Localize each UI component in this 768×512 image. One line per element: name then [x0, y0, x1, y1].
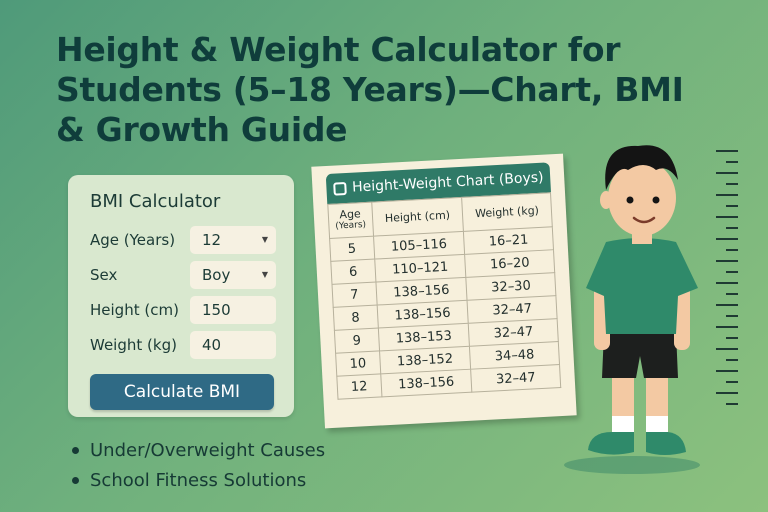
row-age: 8	[333, 305, 378, 331]
row-age: 9	[334, 328, 380, 354]
ruler-tick	[716, 370, 738, 372]
boy-illustration	[564, 145, 700, 474]
sex-select[interactable]: Boy ▼	[190, 260, 276, 289]
ruler-tick	[726, 227, 738, 229]
ruler-tick	[726, 359, 738, 361]
ruler-tick	[726, 205, 738, 207]
list-item: Under/Overweight Causes	[72, 435, 325, 465]
ruler-tick	[716, 172, 738, 174]
page-title: Height & Weight Calculator for Students …	[56, 30, 696, 150]
weight-label: Weight (kg)	[90, 335, 177, 354]
weight-value: 40	[202, 335, 222, 354]
height-input[interactable]: 150	[190, 295, 276, 324]
height-ruler-icon	[708, 150, 738, 406]
age-value: 12	[202, 230, 222, 249]
row-age: 5	[329, 236, 375, 262]
row-age: 10	[335, 350, 381, 377]
age-row: Age (Years) 12 ▼	[90, 222, 276, 257]
calculator-title: BMI Calculator	[90, 191, 221, 212]
row-age: 6	[330, 259, 376, 285]
sex-row: Sex Boy ▼	[90, 257, 276, 292]
scale-icon	[332, 181, 347, 196]
col-age-label: Age	[339, 207, 362, 222]
chart-table: Age (Years) Height (cm) Weight (kg) 5 10…	[327, 192, 561, 400]
list-item: School Fitness Solutions	[72, 465, 325, 495]
age-select[interactable]: 12 ▼	[190, 225, 276, 254]
ruler-tick	[716, 260, 738, 262]
ruler-tick	[716, 392, 738, 394]
ruler-tick	[726, 381, 738, 383]
height-value: 150	[202, 300, 231, 319]
ruler-tick	[726, 403, 738, 405]
ruler-tick	[726, 271, 738, 273]
bullet-icon	[72, 446, 79, 454]
col-height-header: Height (cm)	[371, 197, 464, 237]
bullet-icon	[72, 476, 79, 484]
ruler-tick	[716, 304, 738, 306]
row-weight: 32–47	[470, 364, 561, 393]
row-age: 12	[336, 373, 382, 400]
ruler-tick	[716, 238, 738, 240]
feature-list: Under/Overweight Causes School Fitness S…	[72, 435, 325, 495]
calculate-bmi-button[interactable]: Calculate BMI	[90, 374, 274, 410]
ruler-tick	[726, 249, 738, 251]
bullet-text: Under/Overweight Causes	[90, 439, 326, 461]
chevron-down-icon: ▼	[261, 270, 268, 279]
title-line-2: Students (5–18 Years)—Chart, BMI	[56, 70, 684, 109]
age-label: Age (Years)	[90, 230, 176, 249]
col-age-header: Age (Years)	[327, 202, 374, 239]
ruler-tick	[726, 161, 738, 163]
height-label: Height (cm)	[90, 300, 179, 319]
height-row: Height (cm) 150	[90, 292, 276, 327]
title-line-1: Height & Weight Calculator for	[56, 30, 621, 69]
ruler-tick	[726, 293, 738, 295]
height-weight-chart: Height-Weight Chart (Boys) Age (Years) H…	[311, 153, 577, 429]
ruler-tick	[716, 348, 738, 350]
ruler-tick	[726, 183, 738, 185]
bmi-calculator-card: BMI Calculator Age (Years) 12 ▼ Sex Boy …	[68, 175, 294, 417]
ruler-tick	[716, 150, 738, 152]
row-age: 7	[331, 282, 377, 308]
col-weight-header: Weight (kg)	[461, 192, 553, 232]
row-height: 138–156	[380, 369, 473, 397]
ruler-tick	[716, 326, 738, 328]
sex-label: Sex	[90, 265, 118, 284]
bullet-text: School Fitness Solutions	[90, 469, 307, 491]
chart-title: Height-Weight Chart (Boys)	[351, 169, 544, 196]
ruler-tick	[726, 315, 738, 317]
ruler-tick	[726, 337, 738, 339]
sex-value: Boy	[202, 265, 231, 284]
ruler-tick	[716, 216, 738, 218]
title-line-3: & Growth Guide	[56, 110, 348, 149]
ruler-tick	[716, 282, 738, 284]
chevron-down-icon: ▼	[261, 235, 268, 244]
ruler-tick	[716, 194, 738, 196]
col-age-sub: (Years)	[335, 219, 367, 232]
weight-input[interactable]: 40	[190, 330, 276, 359]
weight-row: Weight (kg) 40	[90, 327, 276, 362]
